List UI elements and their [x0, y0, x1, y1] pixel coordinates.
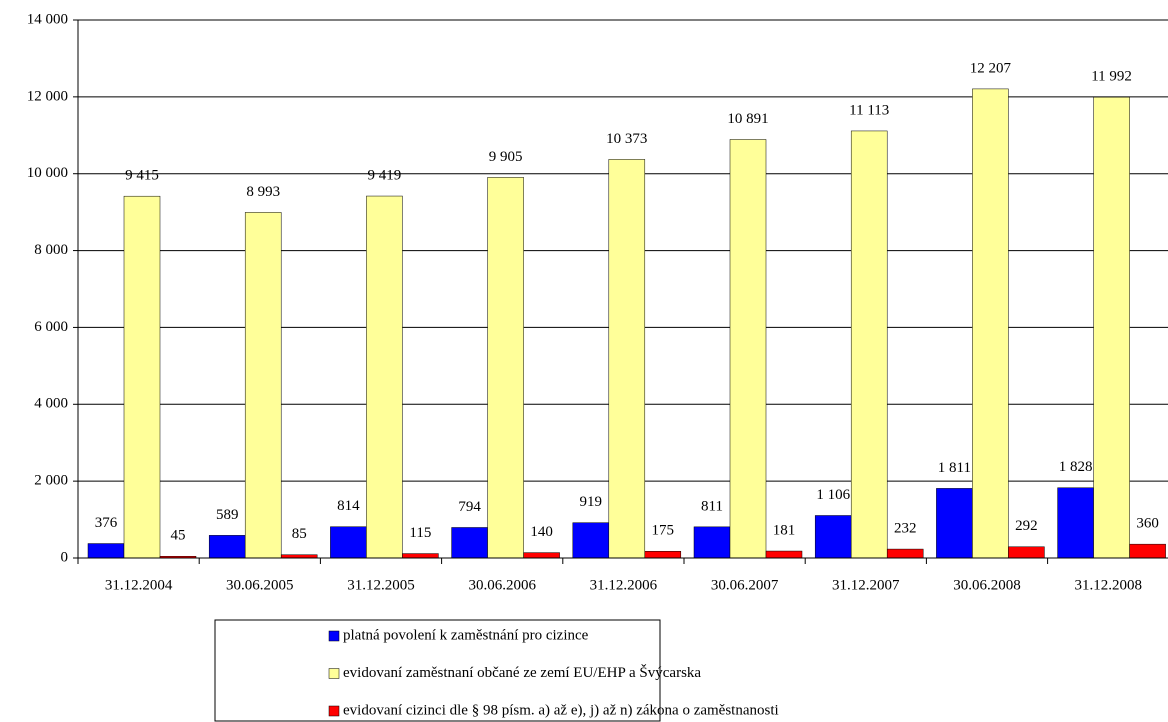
value-label: 811: [701, 498, 723, 514]
x-tick-label: 31.12.2005: [347, 577, 415, 593]
legend-label: platná povolení k zaměstnání pro cizince: [343, 627, 589, 643]
bar: [402, 553, 439, 559]
bar: [1057, 487, 1094, 559]
value-label: 814: [337, 498, 360, 514]
y-tick-label: 2 000: [34, 473, 68, 489]
bar: [208, 535, 246, 559]
y-tick-label: 12 000: [27, 88, 68, 104]
value-label: 9 419: [368, 167, 402, 183]
value-label: 292: [1015, 518, 1038, 534]
legend-swatch: [328, 668, 340, 679]
legend-swatch: [328, 630, 340, 642]
bar: [451, 527, 488, 559]
legend-label: evidovaní cizinci dle § 98 písm. a) až e…: [343, 702, 779, 718]
value-label: 1 106: [816, 487, 850, 503]
bar: [487, 177, 524, 559]
bar: [1008, 546, 1045, 559]
value-label: 175: [652, 523, 675, 539]
value-label: 45: [171, 528, 186, 544]
y-tick-label: 8 000: [34, 242, 68, 258]
value-label: 11 992: [1091, 69, 1132, 85]
value-label: 360: [1136, 516, 1159, 532]
value-label: 9 415: [125, 168, 159, 184]
value-label: 140: [530, 524, 553, 540]
bar: [693, 526, 731, 559]
value-label: 8 993: [246, 184, 280, 200]
x-tick-label: 30.06.2007: [711, 577, 779, 593]
x-tick-label: 31.12.2004: [105, 577, 173, 593]
y-tick-label: 14 000: [27, 11, 68, 27]
x-tick-label: 30.06.2006: [468, 577, 536, 593]
bar: [886, 548, 924, 559]
value-label: 589: [216, 507, 239, 523]
legend-swatch: [328, 705, 340, 717]
x-tick-label: 30.06.2005: [226, 577, 294, 593]
x-tick-label: 31.12.2007: [832, 577, 900, 593]
value-label: 794: [458, 499, 481, 515]
y-tick-label: 6 000: [34, 319, 68, 335]
x-tick-label: 31.12.2006: [590, 577, 658, 593]
value-label: 919: [580, 494, 603, 510]
bar: [123, 195, 161, 559]
y-tick-label: 0: [61, 549, 69, 565]
bar: [850, 130, 888, 559]
value-label: 10 373: [606, 131, 647, 147]
value-label: 12 207: [970, 60, 1012, 76]
y-tick-label: 10 000: [27, 165, 68, 181]
bar: [936, 488, 973, 559]
legend-box: [214, 619, 661, 722]
value-label: 1 828: [1059, 459, 1093, 475]
y-tick-label: 4 000: [34, 396, 68, 412]
bar: [244, 212, 282, 559]
bar: [523, 552, 560, 559]
value-label: 232: [894, 521, 917, 537]
bar: [572, 522, 610, 559]
value-label: 85: [292, 526, 307, 542]
value-label: 115: [409, 525, 431, 541]
legend-label: evidovaní zaměstnaní občané ze zemí EU/E…: [343, 664, 701, 681]
value-label: 10 891: [727, 111, 768, 127]
value-label: 11 113: [849, 102, 889, 118]
bar: [765, 550, 803, 559]
bar: [1129, 543, 1166, 559]
value-label: 1 811: [938, 460, 971, 476]
bar: [608, 159, 646, 559]
x-tick-label: 30.06.2008: [953, 577, 1021, 593]
bar: [366, 195, 403, 559]
value-label: 9 905: [489, 149, 523, 165]
bar: [644, 551, 682, 559]
bar: [330, 526, 367, 559]
bar: [729, 139, 767, 559]
bar: [814, 515, 852, 559]
value-label: 181: [773, 522, 796, 538]
bar: [87, 543, 125, 559]
bar: [972, 88, 1009, 559]
value-label: 376: [95, 515, 118, 531]
x-tick-label: 31.12.2008: [1074, 577, 1142, 593]
bar: [1093, 96, 1130, 559]
